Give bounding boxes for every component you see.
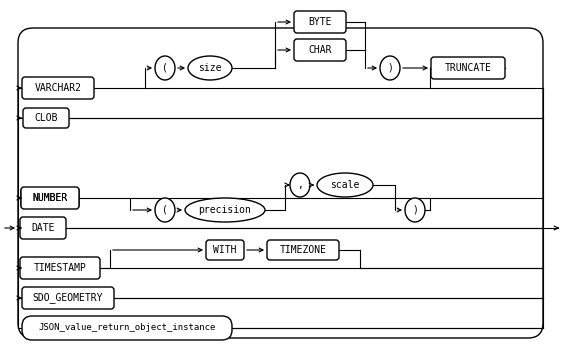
Ellipse shape: [380, 56, 400, 80]
FancyBboxPatch shape: [18, 28, 543, 338]
Text: CLOB: CLOB: [34, 113, 58, 123]
FancyBboxPatch shape: [294, 11, 346, 33]
Text: TRUNCATE: TRUNCATE: [445, 63, 492, 73]
Text: TIMESTAMP: TIMESTAMP: [34, 263, 87, 273]
Text: BYTE: BYTE: [308, 17, 332, 27]
Ellipse shape: [317, 173, 373, 197]
Text: VARCHAR2: VARCHAR2: [34, 83, 81, 93]
FancyBboxPatch shape: [20, 217, 66, 239]
FancyBboxPatch shape: [22, 287, 114, 309]
FancyBboxPatch shape: [267, 240, 339, 260]
Text: DATE: DATE: [31, 223, 55, 233]
Ellipse shape: [405, 198, 425, 222]
Text: ): ): [387, 63, 393, 73]
FancyBboxPatch shape: [20, 257, 100, 279]
Text: size: size: [198, 63, 222, 73]
FancyBboxPatch shape: [294, 39, 346, 61]
FancyBboxPatch shape: [23, 108, 69, 128]
FancyBboxPatch shape: [21, 188, 79, 208]
Text: NUMBER: NUMBER: [33, 193, 67, 203]
Text: NUMBER: NUMBER: [33, 193, 67, 203]
FancyBboxPatch shape: [431, 57, 505, 79]
Ellipse shape: [188, 56, 232, 80]
Text: WITH: WITH: [213, 245, 237, 255]
Text: SDO_GEOMETRY: SDO_GEOMETRY: [33, 293, 103, 303]
Text: ): ): [412, 205, 418, 215]
Text: JSON_value_return_object_instance: JSON_value_return_object_instance: [38, 323, 216, 333]
Text: scale: scale: [330, 180, 360, 190]
FancyBboxPatch shape: [22, 77, 94, 99]
Text: (: (: [162, 63, 168, 73]
Text: (: (: [162, 205, 168, 215]
Ellipse shape: [185, 198, 265, 222]
FancyBboxPatch shape: [22, 316, 232, 340]
FancyBboxPatch shape: [206, 240, 244, 260]
Ellipse shape: [290, 173, 310, 197]
Text: TIMEZONE: TIMEZONE: [279, 245, 327, 255]
Text: precision: precision: [198, 205, 251, 215]
Text: CHAR: CHAR: [308, 45, 332, 55]
Text: ,: ,: [297, 180, 303, 190]
Ellipse shape: [155, 198, 175, 222]
FancyBboxPatch shape: [21, 187, 79, 209]
Ellipse shape: [155, 56, 175, 80]
